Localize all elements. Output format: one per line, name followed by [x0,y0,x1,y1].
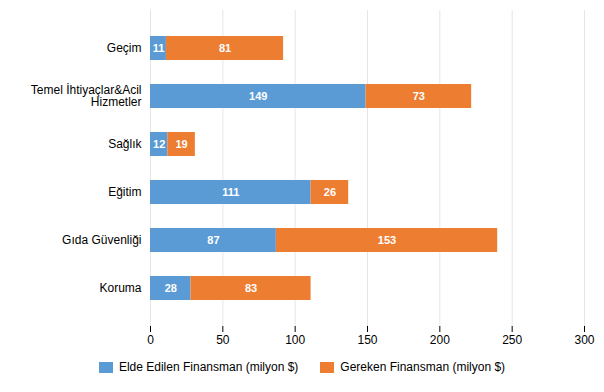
svg-text:83: 83 [245,282,257,294]
svg-text:153: 153 [378,234,396,246]
svg-text:150: 150 [357,333,377,347]
svg-text:73: 73 [413,90,425,102]
svg-text:100: 100 [285,333,305,347]
svg-text:28: 28 [165,282,177,294]
svg-text:Eğitim: Eğitim [108,185,141,199]
svg-text:12: 12 [153,138,165,150]
svg-text:Gıda Güvenliği: Gıda Güvenliği [62,233,141,247]
svg-text:Sağlık: Sağlık [108,137,142,151]
html-text:Elde Edilen Finansman (milyon: Elde Edilen Finansman (milyon $) [118,360,299,374]
svg-text:26: 26 [324,186,336,198]
svg-text:Koruma: Koruma [99,281,141,295]
svg-text:200: 200 [430,333,450,347]
svg-text:19: 19 [175,138,187,150]
svg-text:111: 111 [222,186,239,198]
svg-text:87: 87 [207,234,219,246]
svg-text:300: 300 [574,333,594,347]
svg-text:50: 50 [216,333,230,347]
svg-text:Geçim: Geçim [107,41,142,55]
svg-text:Temel İhtiyaçlar&AcilHizmetler: Temel İhtiyaçlar&AcilHizmetler [31,83,142,109]
svg-text:81: 81 [219,42,231,54]
html-text:Gereken Finansman (milyon $): Gereken Finansman (milyon $) [340,360,506,374]
svg-text:11: 11 [153,42,165,54]
svg-text:250: 250 [502,333,522,347]
svg-text:149: 149 [249,90,267,102]
svg-text:0: 0 [147,333,154,347]
